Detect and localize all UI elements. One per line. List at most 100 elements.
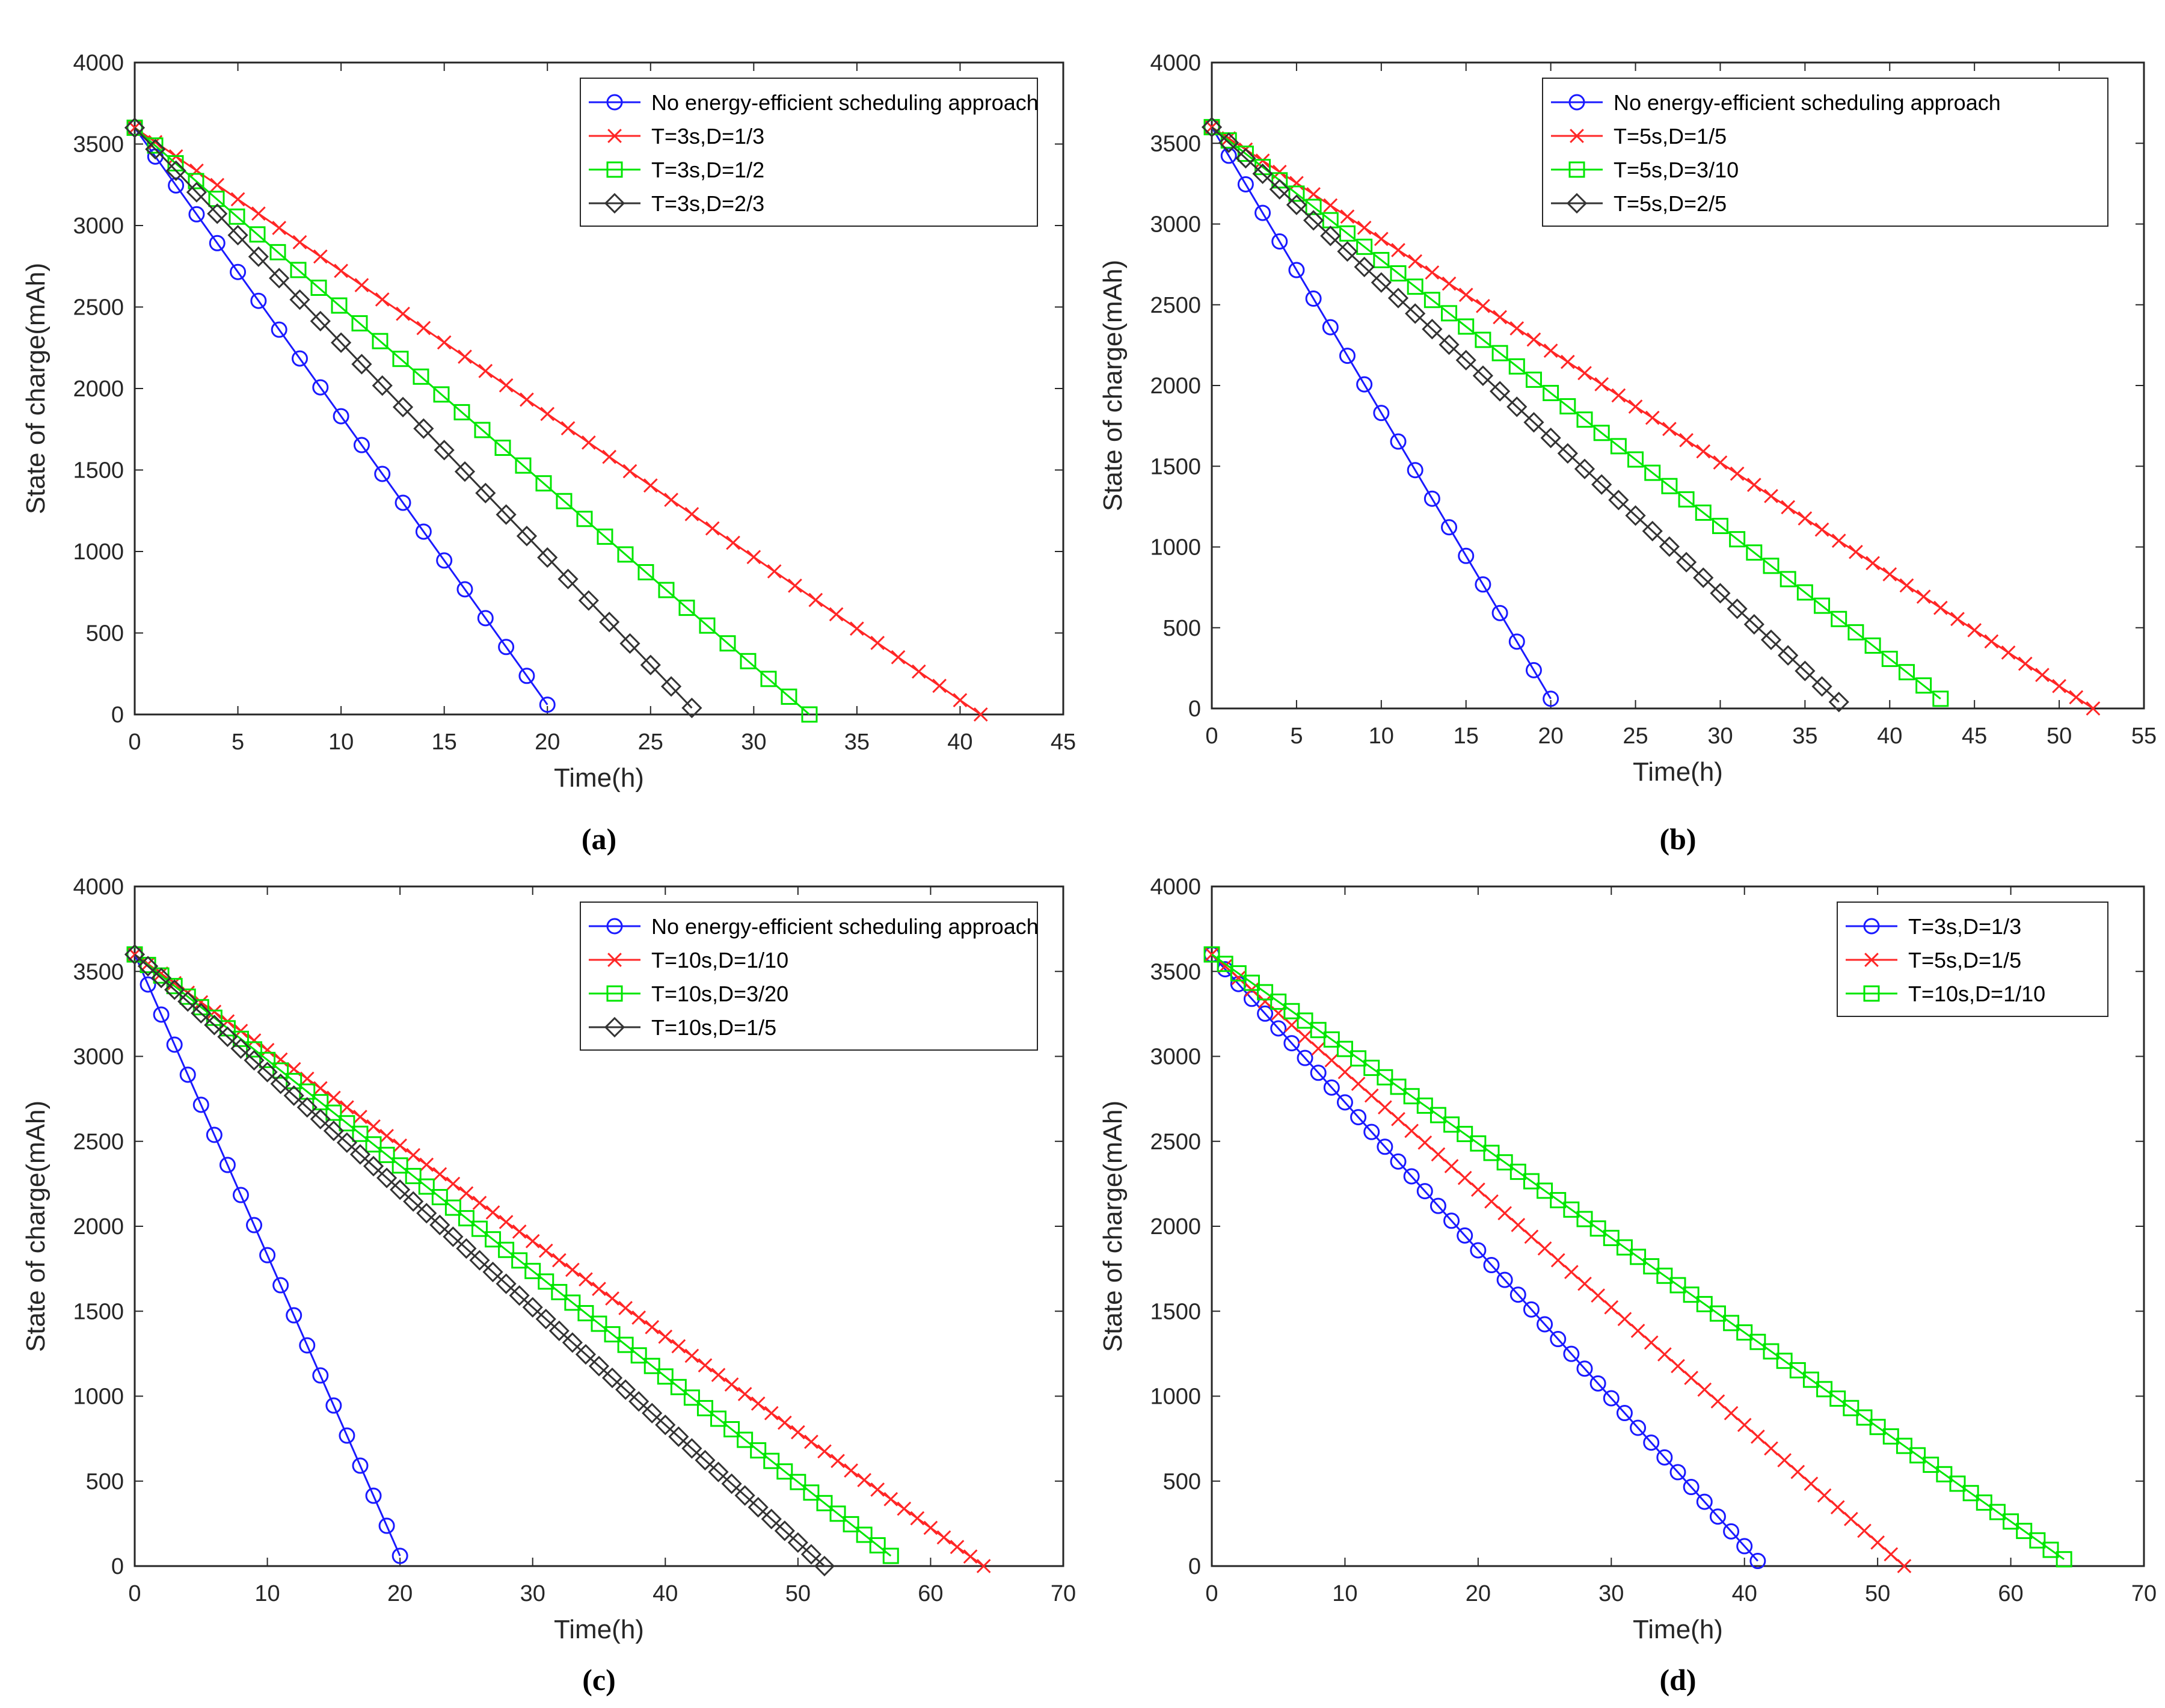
data-point	[1915, 677, 1932, 694]
y-tick-label: 3500	[73, 132, 124, 158]
series-line	[134, 127, 693, 709]
data-point	[1866, 556, 1880, 571]
data-point	[1730, 466, 1745, 481]
data-point	[415, 523, 432, 540]
y-tick-label: 3000	[73, 214, 124, 239]
legend-entry: T=5s,D=1/5	[1614, 124, 1727, 149]
data-point	[740, 653, 757, 669]
x-tick-label: 60	[918, 1581, 943, 1606]
data-point	[1563, 1201, 1580, 1218]
data-point	[1884, 1547, 1899, 1562]
data-point	[1897, 1559, 1912, 1573]
data-point	[1523, 1173, 1540, 1190]
x-tick-label: 50	[1865, 1581, 1890, 1606]
data-point	[1870, 1535, 1885, 1550]
data-point	[1804, 1476, 1819, 1491]
data-point	[259, 1051, 276, 1068]
data-point	[1710, 1394, 1725, 1409]
data-point	[551, 1283, 568, 1300]
data-point	[1693, 567, 1714, 588]
data-point	[325, 1104, 342, 1121]
data-point	[1525, 662, 1542, 678]
x-axis-title: Time(h)	[1633, 757, 1723, 787]
data-point	[1790, 1464, 1805, 1479]
data-point	[936, 1530, 951, 1545]
data-point	[751, 1396, 766, 1411]
data-point	[1577, 1276, 1592, 1291]
legend-marker	[604, 192, 625, 214]
data-point	[1683, 1286, 1700, 1303]
series-1	[127, 947, 991, 1573]
x-tick-label: 15	[432, 730, 457, 755]
data-point	[1589, 1375, 1606, 1392]
x-tick-label: 5	[1290, 723, 1303, 749]
data-point	[366, 1119, 381, 1134]
data-point	[179, 1066, 196, 1083]
data-point	[604, 1326, 621, 1343]
data-point	[1678, 491, 1695, 508]
data-point	[365, 1487, 382, 1504]
data-point	[2069, 690, 2084, 705]
x-tick-label: 35	[844, 730, 870, 755]
data-point	[230, 263, 247, 280]
data-point	[1830, 1500, 1845, 1515]
data-point	[790, 1473, 806, 1490]
data-point	[140, 976, 156, 993]
data-point	[406, 1147, 421, 1163]
data-point	[1442, 276, 1457, 291]
data-point	[145, 139, 166, 160]
data-point	[1798, 511, 1813, 526]
data-point	[1662, 422, 1677, 437]
data-point	[1431, 1147, 1446, 1162]
data-point	[1559, 398, 1576, 415]
data-point	[1305, 198, 1322, 215]
data-point	[535, 475, 552, 492]
data-point	[1540, 427, 1561, 449]
data-point	[597, 528, 613, 545]
data-point	[801, 706, 818, 723]
series-line	[134, 127, 548, 705]
data-point	[1354, 256, 1375, 278]
data-point	[153, 1006, 170, 1023]
data-point	[540, 407, 555, 422]
data-point	[1357, 220, 1372, 235]
data-point	[790, 1425, 805, 1440]
data-point	[251, 206, 266, 221]
data-point	[1496, 1154, 1513, 1171]
data-point	[581, 435, 596, 450]
data-point	[209, 235, 226, 251]
data-point	[1669, 1277, 1686, 1294]
data-point	[165, 160, 186, 181]
data-point	[325, 1397, 342, 1414]
data-point	[1811, 676, 1832, 697]
data-point	[776, 1463, 793, 1480]
data-point	[1243, 974, 1260, 991]
data-point	[1857, 1523, 1872, 1538]
y-tick-label: 2500	[73, 295, 124, 321]
data-point	[326, 1090, 341, 1105]
data-point	[668, 1426, 689, 1447]
data-point	[1491, 604, 1508, 621]
data-point	[472, 1196, 487, 1211]
data-point	[1377, 1100, 1392, 1115]
data-point	[292, 235, 307, 250]
data-point	[1297, 1049, 1313, 1066]
data-point	[1311, 1041, 1326, 1056]
data-point	[591, 1315, 607, 1332]
data-point	[1656, 1449, 1673, 1466]
y-tick-label: 2000	[1150, 1214, 1201, 1240]
data-point	[249, 226, 266, 243]
data-point	[1254, 204, 1271, 221]
panel-label: (b)	[1659, 822, 1696, 856]
data-point	[351, 354, 372, 375]
data-point	[1709, 1508, 1726, 1525]
data-point	[471, 1220, 488, 1237]
data-point	[339, 1115, 355, 1132]
data-point	[1320, 226, 1341, 247]
data-point	[1669, 1464, 1686, 1481]
data-point	[310, 310, 331, 332]
data-point	[260, 1043, 275, 1057]
data-point	[1483, 1257, 1500, 1274]
data-point	[1932, 690, 1949, 707]
